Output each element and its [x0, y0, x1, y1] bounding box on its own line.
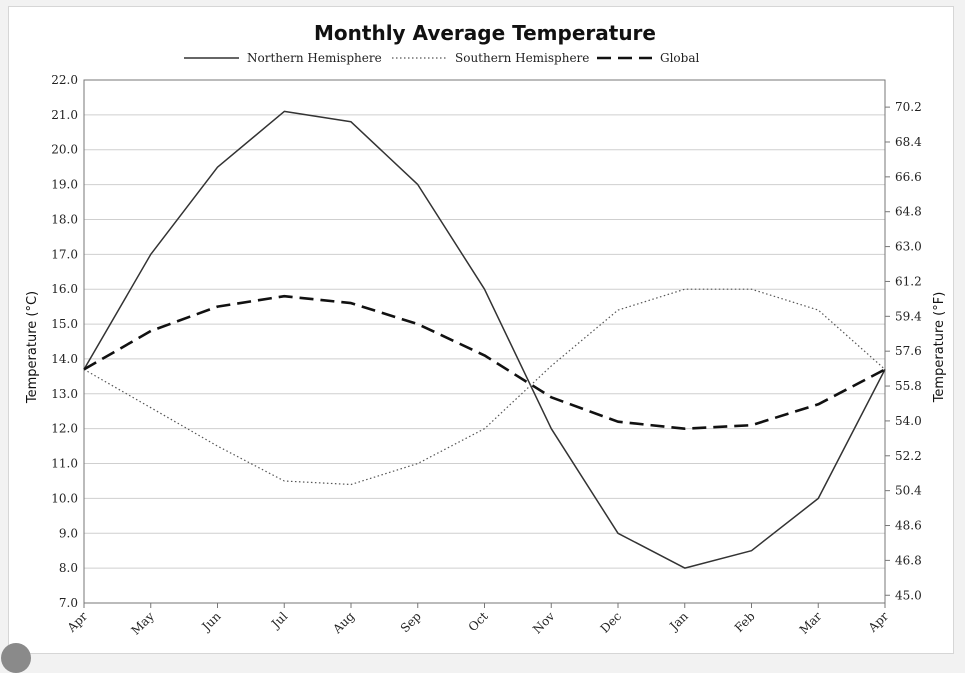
- plot-area: [83, 79, 886, 604]
- x-tick-label: Oct: [466, 609, 491, 634]
- y2-tick-label: 48.6: [895, 519, 922, 533]
- y-axis-label-right: Temperature (°F): [932, 292, 947, 404]
- y-tick-label: 9.0: [59, 526, 78, 540]
- legend-label: Southern Hemisphere: [455, 51, 589, 65]
- y-tick-label: 7.0: [59, 596, 78, 610]
- legend: Northern Hemisphere Southern Hemisphere Gl…: [184, 51, 699, 65]
- series-line-southern-hemisphere: [83, 288, 886, 486]
- x-tick-label: Mar: [797, 609, 825, 637]
- y2-tick-label: 64.8: [895, 205, 922, 219]
- y-tick-label: 12.0: [51, 422, 78, 436]
- legend-label: Global: [660, 51, 699, 65]
- x-tick-label: Jun: [198, 609, 224, 635]
- x-tick-label: Aug: [329, 609, 357, 637]
- gridlines: [84, 79, 885, 604]
- y-tick-label: 15.0: [51, 317, 78, 331]
- y-axis-label-left: Temperature (°C): [25, 291, 40, 404]
- x-tick-label: Apr: [64, 609, 90, 635]
- x-tick-label: Jul: [267, 609, 290, 632]
- y2-tick-label: 68.4: [895, 135, 922, 149]
- x-tick-label: Jan: [666, 609, 691, 634]
- y-tick-label: 22.0: [51, 73, 78, 87]
- y2-tick-label: 59.4: [895, 309, 922, 323]
- y2-tick-label: 70.2: [895, 100, 922, 114]
- chart-frame: Monthly Average Temperature Northern Hem…: [1, 6, 954, 673]
- y-axis-left-ticks: 7.0 8.0 9.0 10.0 11.0 12.0 13.0 14.0 15.0 16.0 17.…: [51, 73, 78, 610]
- y-tick-label: 10.0: [51, 491, 78, 505]
- y-tick-label: 8.0: [59, 561, 78, 575]
- y2-tick-label: 66.6: [895, 170, 922, 184]
- y2-tick-label: 55.8: [895, 379, 922, 393]
- x-axis-ticks: Apr May Jun Jul Aug Sep Oct Nov Dec Jan Feb Mar Apr: [64, 603, 891, 638]
- y2-tick-label: 57.6: [895, 344, 922, 358]
- legend-label: Northern Hemisphere: [247, 51, 382, 65]
- y2-tick-label: 45.0: [895, 588, 922, 602]
- y-tick-label: 18.0: [51, 212, 78, 226]
- x-tick-label: Sep: [398, 609, 424, 635]
- series-line-northern-hemisphere: [83, 110, 886, 569]
- y2-tick-label: 50.4: [895, 484, 922, 498]
- y-tick-label: 14.0: [51, 352, 78, 366]
- y-tick-label: 20.0: [51, 143, 78, 157]
- y2-tick-label: 46.8: [895, 553, 922, 567]
- x-tick-label: Nov: [530, 609, 557, 636]
- x-tick-label: Apr: [865, 609, 891, 635]
- corner-badge: [1, 643, 31, 673]
- y-tick-label: 13.0: [51, 387, 78, 401]
- x-tick-label: May: [128, 609, 157, 638]
- line-chart: Monthly Average Temperature Northern Hem…: [25, 21, 947, 638]
- y-axis-right-ticks: 45.0 46.8 48.6 50.4 52.2 54.0 55.8 57.6 59.4 61.2…: [885, 100, 922, 602]
- series-lines: [83, 110, 886, 569]
- y-tick-label: 16.0: [51, 282, 78, 296]
- y2-tick-label: 54.0: [895, 414, 922, 428]
- y-tick-label: 11.0: [51, 457, 78, 471]
- y2-tick-label: 61.2: [895, 274, 922, 288]
- series-line-global: [83, 294, 886, 431]
- y2-tick-label: 63.0: [895, 240, 922, 254]
- y-tick-label: 19.0: [51, 178, 78, 192]
- y-tick-label: 17.0: [51, 247, 78, 261]
- chart-title: Monthly Average Temperature: [314, 21, 656, 45]
- y2-tick-label: 52.2: [895, 449, 922, 463]
- y-tick-label: 21.0: [51, 108, 78, 122]
- x-tick-label: Feb: [732, 609, 758, 635]
- x-tick-label: Dec: [598, 609, 625, 636]
